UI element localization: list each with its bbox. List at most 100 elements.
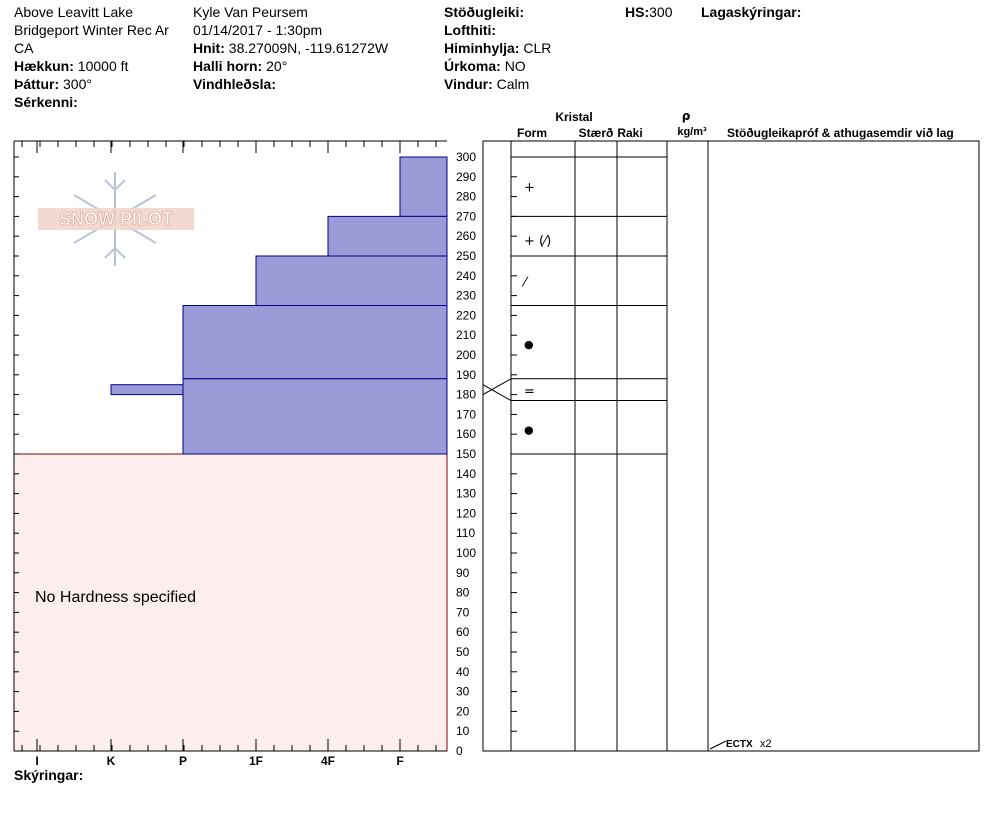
depth-tick-label: 90 [456, 566, 470, 580]
depth-tick-label: 260 [456, 229, 476, 243]
depth-tick-label: 180 [456, 388, 476, 402]
depth-tick-label: 10 [456, 724, 470, 738]
hardness-tick-label: 4F [321, 754, 335, 768]
datetime: 01/14/2017 - 1:30pm [193, 22, 323, 38]
header-rho: ρ [682, 109, 691, 123]
depth-tick-label: 140 [456, 467, 476, 481]
logo-text: SNOW PILOT [59, 209, 173, 229]
hardness-tick-label: K [107, 754, 116, 768]
stability: Stöðugleiki: [444, 3, 524, 21]
precip-value: NO [504, 58, 526, 74]
hardness-layer [327, 215, 448, 257]
air-temp-label: Lofthiti: [444, 22, 497, 38]
crystal-form-symbol: ⁄ [521, 276, 529, 291]
depth-tick-label: 190 [456, 368, 476, 382]
sky-label: Himinhylja: [444, 40, 520, 56]
air-temp: Lofthiti: [444, 21, 496, 39]
precip: Úrkoma: NO [444, 57, 526, 75]
wind-label: Vindur: [444, 76, 493, 92]
layer-connector [482, 378, 512, 396]
elevation: Hækkun: 10000 ft [14, 57, 128, 75]
depth-tick-label: 60 [456, 625, 470, 639]
hardness-layer [399, 156, 448, 217]
wind-loading: Vindhleðsla: [193, 75, 276, 93]
depth-tick-label: 40 [456, 665, 470, 679]
depth-tick-label: 220 [456, 308, 476, 322]
stability-label: Stöðugleiki: [444, 4, 525, 20]
header-form: Form [517, 126, 547, 140]
depth-tick-label: 280 [456, 190, 476, 204]
hardness-tick-label: P [179, 754, 187, 768]
area: Bridgeport Winter Rec Ar [14, 22, 169, 38]
depth-tick-label: 100 [456, 546, 476, 560]
precip-label: Úrkoma: [444, 58, 501, 74]
header-comments: Stöðugleikapróf & athugasemdir við lag [727, 126, 954, 140]
depth-tick-label: 120 [456, 506, 476, 520]
depth-tick-label: 150 [456, 447, 476, 461]
sky-value: CLR [523, 40, 552, 56]
crystal-form-symbol: ● [524, 338, 534, 351]
depth-tick-label: 80 [456, 586, 470, 600]
slope-label: Halli horn: [193, 58, 263, 74]
depth-tick-label: 240 [456, 269, 476, 283]
test-result-label: ECTX [726, 739, 753, 750]
crystal-form-symbol: + [524, 181, 535, 196]
snowpilot-logo: SNOW PILOT [38, 172, 194, 266]
test-result-pointer [709, 740, 727, 750]
hardness-tick-label: I [35, 754, 38, 768]
header-moisture: Raki [617, 126, 642, 140]
coordinates: Hnit: 38.27009N, -119.61272W [193, 39, 388, 57]
header-density-unit: kg/m³ [677, 126, 707, 138]
hardness-tick-label: F [396, 754, 403, 768]
aspect: Þáttur: 300° [14, 75, 92, 93]
layer-notes: Lagaskýringar: [701, 3, 801, 21]
slope: Halli horn: 20° [193, 57, 287, 75]
observer: Kyle Van Peursem [193, 4, 308, 20]
notes-label: Skýringar: [14, 767, 84, 783]
depth-tick-label: 110 [456, 526, 475, 540]
hardness-layer [255, 255, 448, 306]
hardness-layer [182, 305, 448, 380]
header-size: Stærð [579, 126, 614, 140]
crystal-form-symbol: = [524, 385, 535, 400]
depth-tick-label: 270 [456, 209, 476, 223]
elevation-label: Hækkun: [14, 58, 74, 74]
slope-value: 20° [266, 58, 288, 74]
header-crystal: Kristal [555, 110, 592, 124]
depth-tick-label: 160 [456, 427, 476, 441]
layer-connector [482, 384, 512, 401]
depth-tick-label: 200 [456, 348, 476, 362]
depth-tick-label: 70 [456, 605, 470, 619]
sky: Himinhylja: CLR [444, 39, 551, 57]
layer-notes-label: Lagaskýringar: [701, 4, 802, 20]
test-result-value: x2 [760, 738, 772, 750]
aspect-label: Þáttur: [14, 76, 60, 92]
no-hardness-region [13, 453, 448, 752]
depth-tick-label: 0 [456, 744, 463, 758]
crystal-form-symbol: ● [524, 423, 534, 436]
coords-value: 38.27009N, -119.61272W [228, 40, 389, 56]
no-hardness-text: No Hardness specified [35, 589, 196, 606]
wind-loading-label: Vindhleðsla: [193, 76, 276, 92]
depth-tick-label: 170 [456, 407, 476, 421]
specifics: Sérkenni: [14, 93, 78, 111]
hs: HS:300 [625, 3, 672, 21]
specifics-label: Sérkenni: [14, 94, 78, 110]
depth-tick-label: 230 [456, 289, 476, 303]
coords-label: Hnit: [193, 40, 225, 56]
notes: Skýringar: [14, 766, 83, 784]
state: CA [14, 40, 34, 56]
depth-tick-label: 290 [456, 170, 476, 184]
location: Above Leavitt Lake [14, 4, 134, 20]
hardness-layer [182, 378, 448, 455]
aspect-value: 300° [63, 76, 92, 92]
depth-tick-label: 50 [456, 645, 470, 659]
depth-tick-label: 250 [456, 249, 476, 263]
wind-value: Calm [496, 76, 530, 92]
hs-value: 300 [649, 4, 673, 20]
depth-tick-label: 210 [456, 328, 476, 342]
crystal-form-symbol: + (⁄) [524, 234, 551, 249]
hs-label: HS: [625, 4, 650, 20]
layer-table-frame [482, 140, 980, 752]
